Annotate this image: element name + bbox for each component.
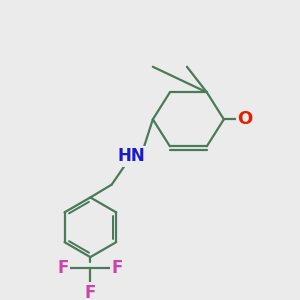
- Text: F: F: [58, 260, 69, 278]
- Text: O: O: [238, 110, 253, 128]
- Text: F: F: [112, 260, 123, 278]
- Text: HN: HN: [118, 147, 146, 165]
- Text: F: F: [85, 284, 96, 300]
